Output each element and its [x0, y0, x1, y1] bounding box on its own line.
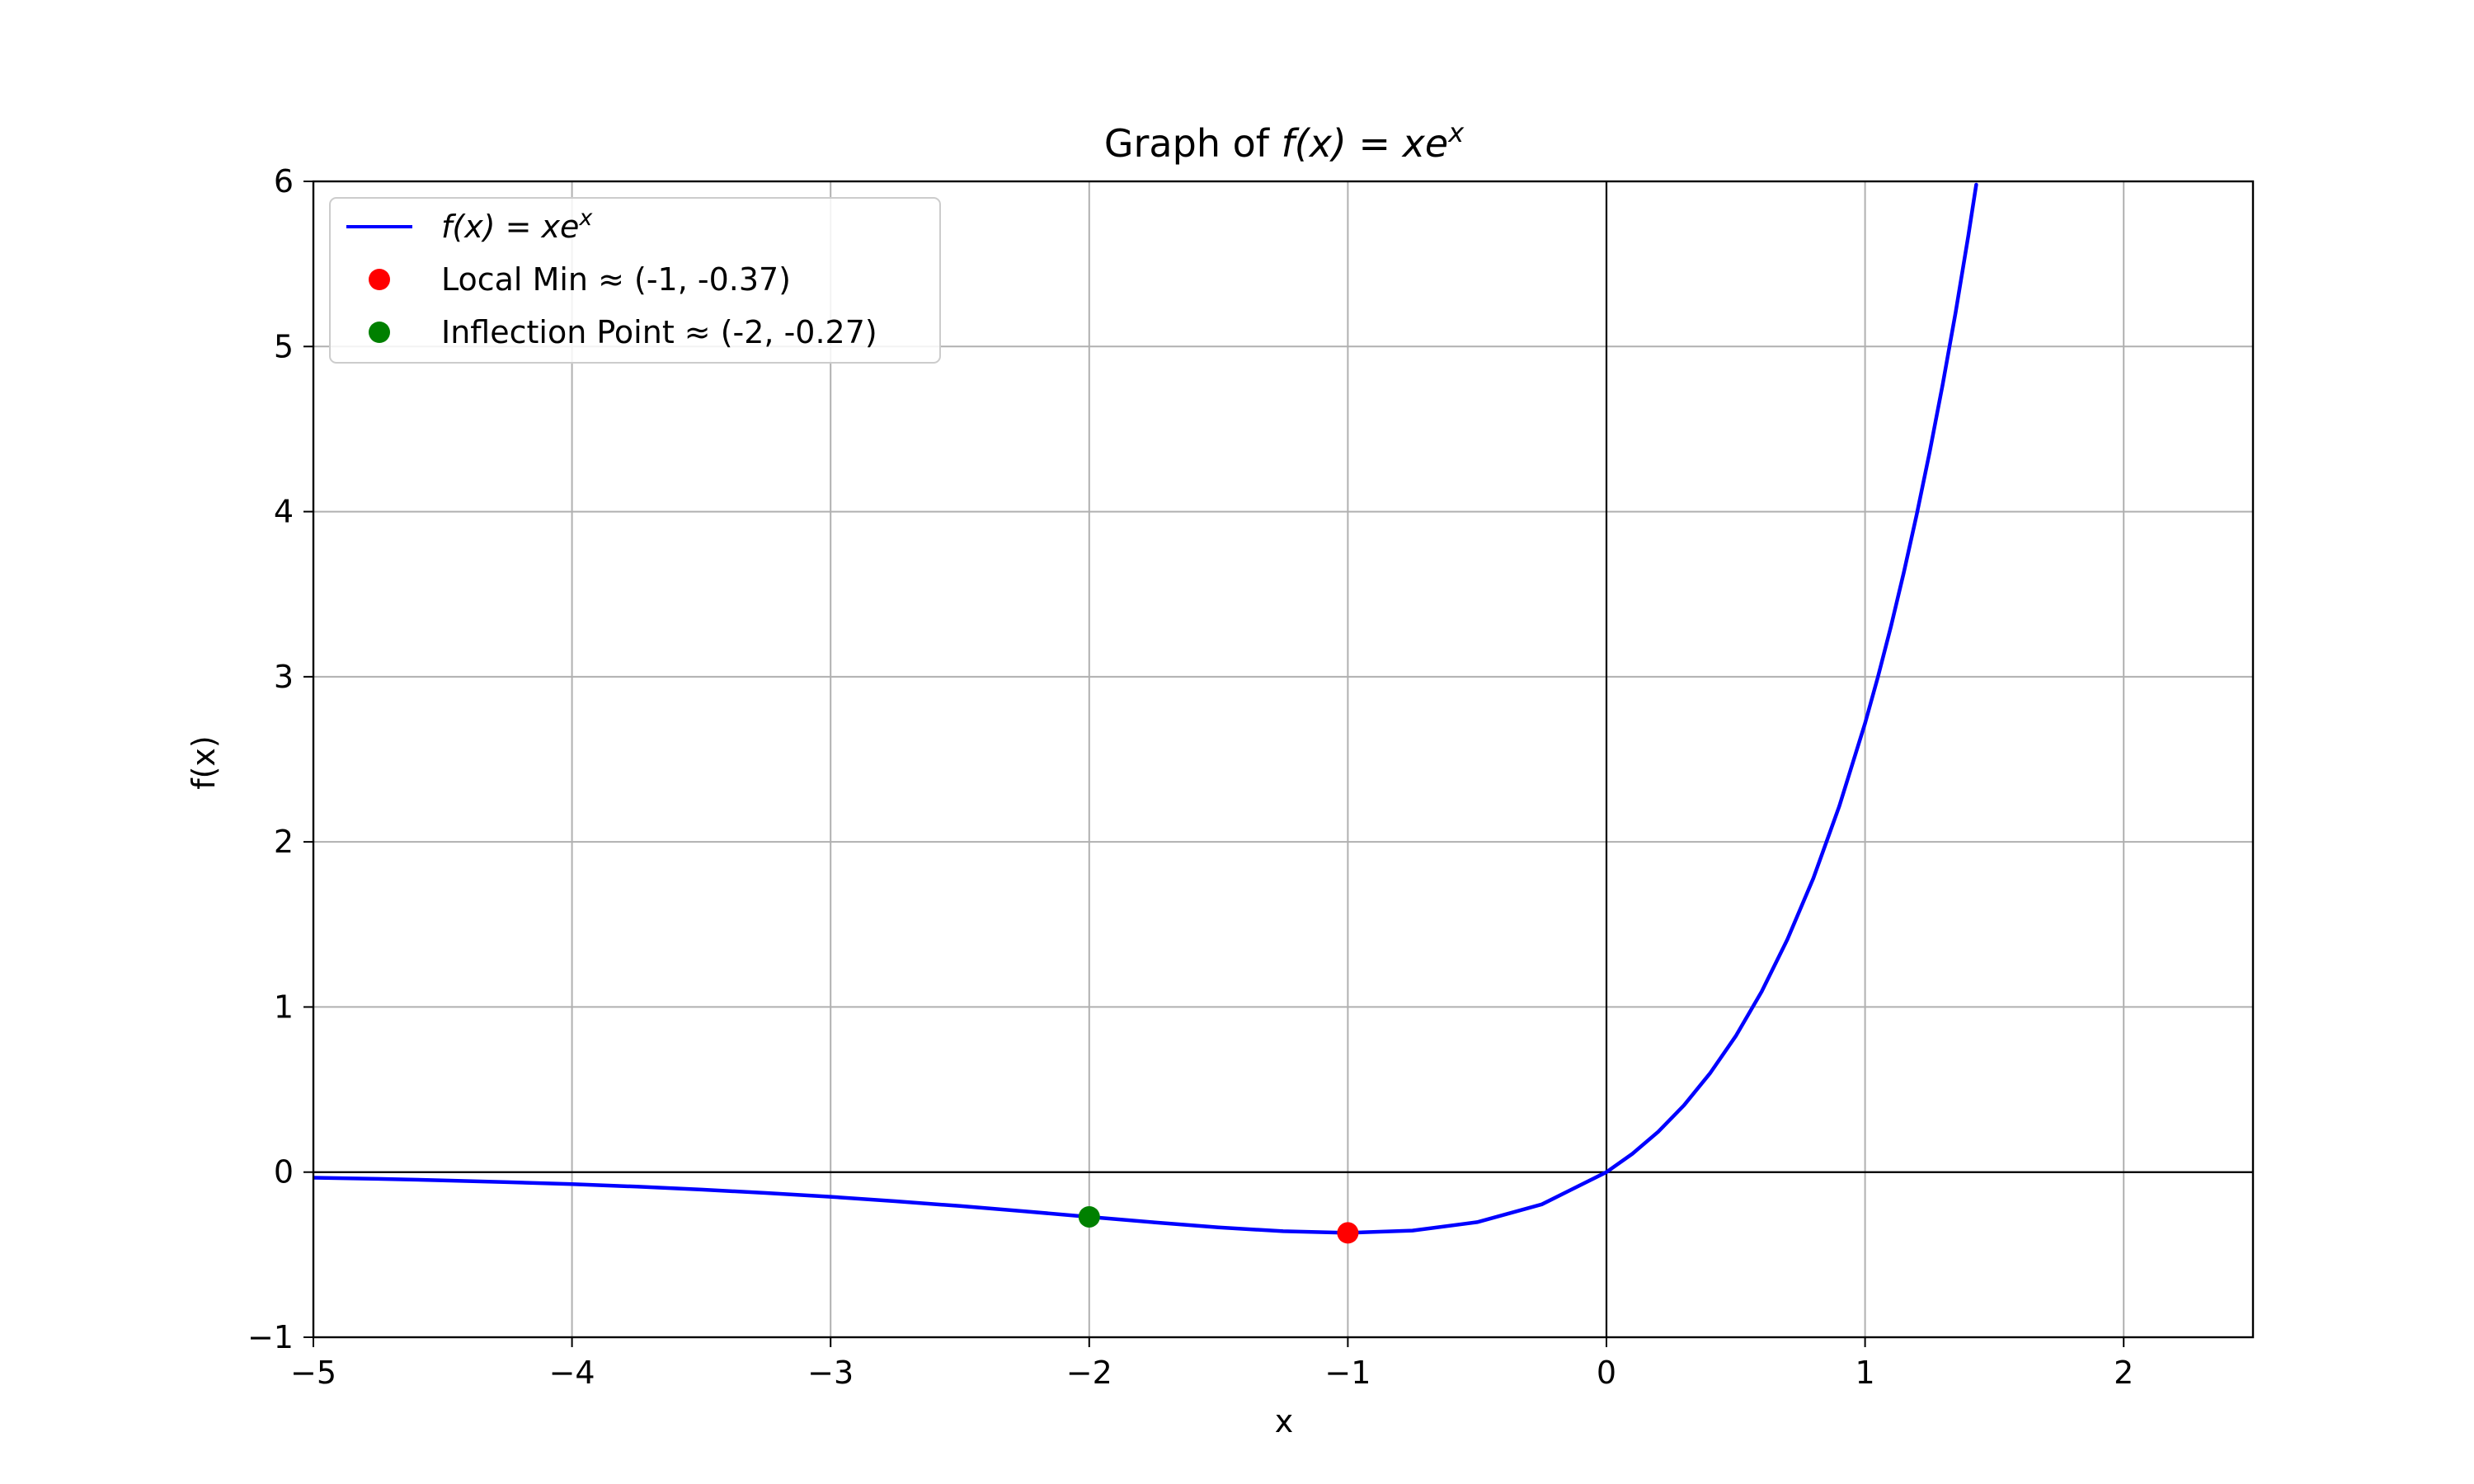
- y-tick-label: 5: [274, 328, 294, 364]
- y-tick-label: 0: [274, 1154, 294, 1190]
- series-layer: [313, 182, 1978, 1244]
- function-curve: [313, 182, 1978, 1235]
- x-tick-label: 1: [1856, 1355, 1875, 1391]
- y-axis-label: f(x): [186, 735, 222, 790]
- ticks: −5 −4 −3 −2 −1 0 1 2 −1 0 1 2 3 4 5 6: [247, 163, 2133, 1391]
- x-tick-label: −2: [1066, 1355, 1112, 1391]
- x-axis-label: x: [1275, 1403, 1294, 1439]
- legend-label-inflection: Inflection Point ≈ (-2, -0.27): [441, 314, 877, 350]
- plot-frame: [312, 180, 2255, 1339]
- y-tick-label: 4: [274, 494, 294, 530]
- x-tick-label: −3: [807, 1355, 854, 1391]
- x-tick-label: −1: [1324, 1355, 1371, 1391]
- x-tick-label: 2: [2114, 1355, 2133, 1391]
- x-tick-label: 0: [1597, 1355, 1616, 1391]
- x-tick-label: −4: [549, 1355, 595, 1391]
- y-tick-label: 1: [274, 989, 294, 1025]
- legend-label-function: f(x) = xex: [441, 205, 593, 245]
- x-tick-label: −5: [290, 1355, 336, 1391]
- y-tick-label: 6: [274, 163, 294, 200]
- y-tick-label: 3: [274, 659, 294, 695]
- legend-marker-local-min: [369, 269, 390, 290]
- legend-box: [329, 197, 941, 364]
- chart-title: Graph of f(x) = xex: [1104, 117, 1465, 166]
- reference-lines: [313, 181, 2253, 1337]
- local-min-point: [1337, 1222, 1359, 1244]
- legend-label-local-min: Local Min ≈ (-1, -0.37): [441, 261, 791, 298]
- y-tick-label: −1: [247, 1319, 294, 1355]
- legend: f(x) = xex Local Min ≈ (-1, -0.37) Infle…: [329, 197, 941, 364]
- y-tick-label: 2: [274, 824, 294, 860]
- legend-marker-inflection: [369, 322, 390, 343]
- inflection-point: [1078, 1205, 1100, 1228]
